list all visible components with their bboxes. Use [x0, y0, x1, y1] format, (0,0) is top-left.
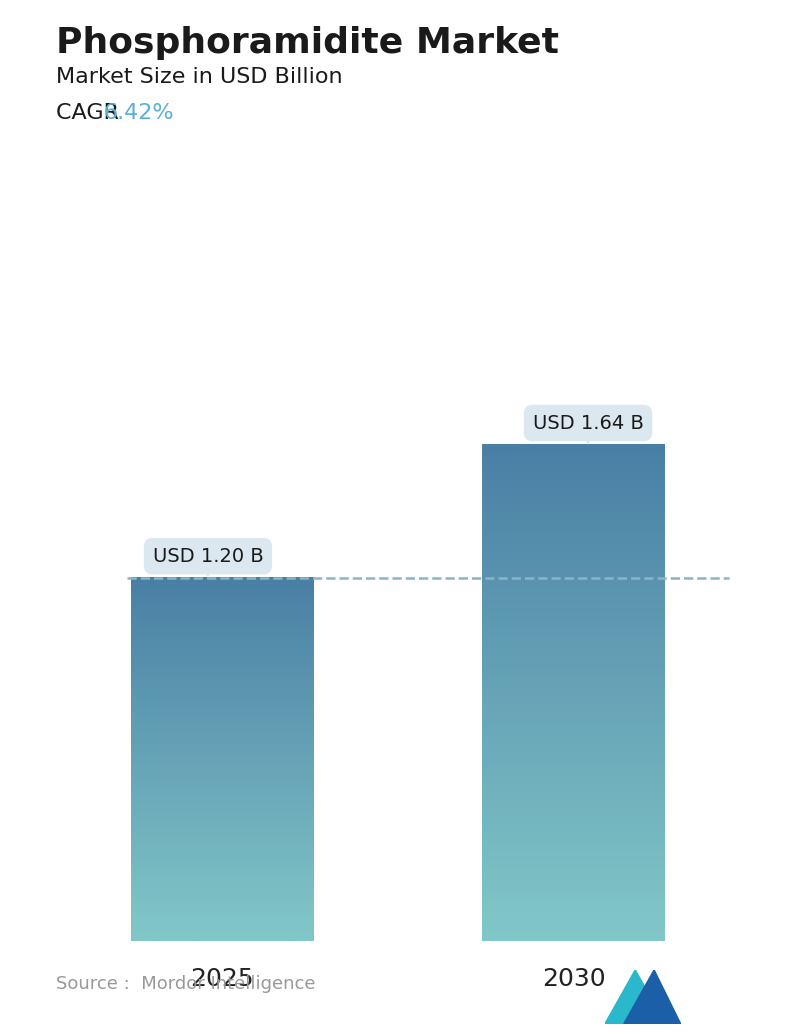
Text: Market Size in USD Billion: Market Size in USD Billion: [56, 67, 342, 87]
Text: Source :  Mordor Intelligence: Source : Mordor Intelligence: [56, 975, 315, 993]
Polygon shape: [624, 970, 681, 1024]
Text: 6.42%: 6.42%: [103, 103, 174, 123]
Text: USD 1.20 B: USD 1.20 B: [153, 547, 263, 578]
Text: Phosphoramidite Market: Phosphoramidite Market: [56, 26, 559, 60]
Text: USD 1.64 B: USD 1.64 B: [533, 414, 643, 445]
Polygon shape: [605, 970, 665, 1024]
Text: CAGR: CAGR: [56, 103, 133, 123]
